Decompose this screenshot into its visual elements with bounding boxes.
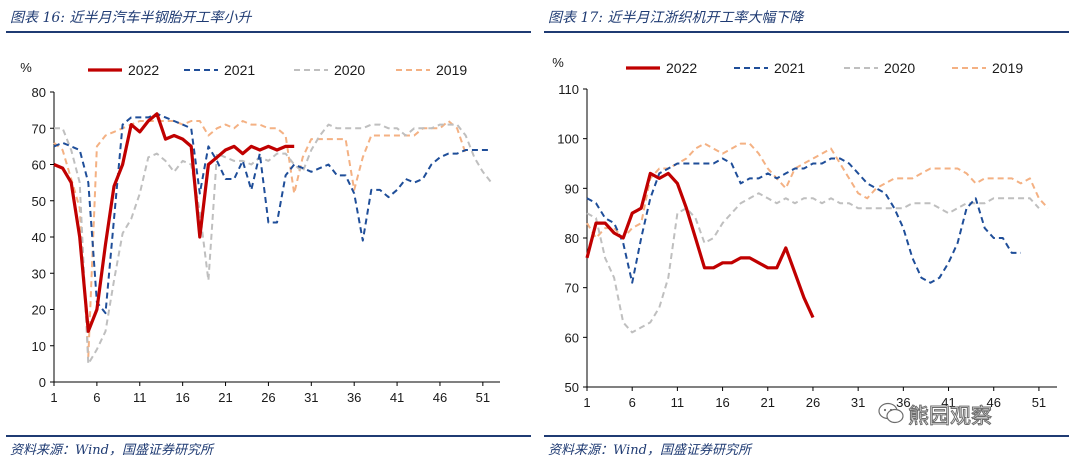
x-tick-label: 31 <box>851 395 865 410</box>
x-tick-label: 46 <box>986 395 1000 410</box>
y-tick-label: 10 <box>32 339 46 354</box>
y-tick-label: 80 <box>565 231 579 246</box>
legend-label-2022: 2022 <box>128 62 159 78</box>
y-tick-label: 0 <box>39 375 46 390</box>
source-divider <box>544 435 1069 437</box>
source-note: 资料来源：Wind，国盛证券研究所 <box>548 443 751 458</box>
x-tick-label: 6 <box>629 395 636 410</box>
legend-label-2019: 2019 <box>992 60 1023 76</box>
chart-title: 图表 17: 近半月江浙织机开工率大幅下降 <box>548 10 804 26</box>
y-tick-label: 20 <box>32 303 46 318</box>
y-tick-label: 40 <box>32 230 46 245</box>
source-divider <box>6 435 531 437</box>
x-tick-label: 16 <box>715 395 729 410</box>
x-tick-label: 36 <box>896 395 910 410</box>
legend-label-2021: 2021 <box>774 60 805 76</box>
series-line-2020 <box>586 192 1040 334</box>
chart-panel-left: 图表 16: 近半月汽车半钢胎开工率小升 0 10 20 30 40 50 60 70 80% 1… <box>6 0 531 465</box>
legend-label-2021: 2021 <box>224 62 255 78</box>
y-tick-label: 60 <box>32 158 46 173</box>
title-divider <box>6 31 531 33</box>
y-tick-label: 70 <box>32 121 46 136</box>
x-tick-label: 1 <box>50 390 57 405</box>
wechat-icon <box>878 402 904 424</box>
title-divider <box>544 31 1069 33</box>
y-tick-label: 70 <box>565 281 579 296</box>
y-axis-label: % <box>20 60 32 75</box>
x-tick-label: 6 <box>93 390 100 405</box>
watermark-text: 熊园观察 <box>908 404 993 429</box>
x-tick-label: 36 <box>347 390 361 405</box>
x-tick-label: 41 <box>941 395 955 410</box>
x-tick-label: 46 <box>433 390 447 405</box>
x-tick-label: 11 <box>133 390 147 405</box>
series-line-2022 <box>53 112 295 333</box>
x-tick-label: 1 <box>583 395 590 410</box>
x-tick-label: 21 <box>761 395 775 410</box>
x-tick-label: 11 <box>671 395 685 410</box>
y-tick-label: 60 <box>565 330 579 345</box>
x-tick-label: 26 <box>261 390 275 405</box>
series-line-2021 <box>53 112 492 315</box>
x-tick-label: 51 <box>476 390 490 405</box>
series-line-2020 <box>54 123 493 365</box>
y-axis-label: % <box>552 55 564 70</box>
series-line-2021 <box>586 157 1021 284</box>
y-tick-label: 90 <box>565 181 579 196</box>
legend-label-2019: 2019 <box>436 62 467 78</box>
source-note: 资料来源：Wind，国盛证券研究所 <box>10 443 213 458</box>
y-tick-label: 80 <box>32 85 46 100</box>
x-tick-label: 16 <box>175 390 189 405</box>
x-tick-label: 26 <box>806 395 820 410</box>
series-line-2022 <box>585 171 815 319</box>
legend-label-2020: 2020 <box>884 60 915 76</box>
y-tick-label: 110 <box>558 82 579 97</box>
x-tick-label: 31 <box>304 390 318 405</box>
y-tick-label: 50 <box>565 380 579 395</box>
y-tick-label: 50 <box>32 194 46 209</box>
legend-label-2020: 2020 <box>334 62 365 78</box>
x-tick-label: 41 <box>390 390 404 405</box>
y-tick-label: 100 <box>557 132 579 147</box>
chart-panel-right: 图表 17: 近半月江浙织机开工率大幅下降 50 60 70 80 90 100 110% 1… <box>544 0 1069 465</box>
x-tick-label: 51 <box>1032 395 1046 410</box>
x-tick-label: 21 <box>218 390 232 405</box>
y-tick-label: 30 <box>32 266 46 281</box>
series-line-2019 <box>586 142 1049 239</box>
legend-label-2022: 2022 <box>666 60 697 76</box>
chart-title: 图表 16: 近半月汽车半钢胎开工率小升 <box>10 10 252 26</box>
